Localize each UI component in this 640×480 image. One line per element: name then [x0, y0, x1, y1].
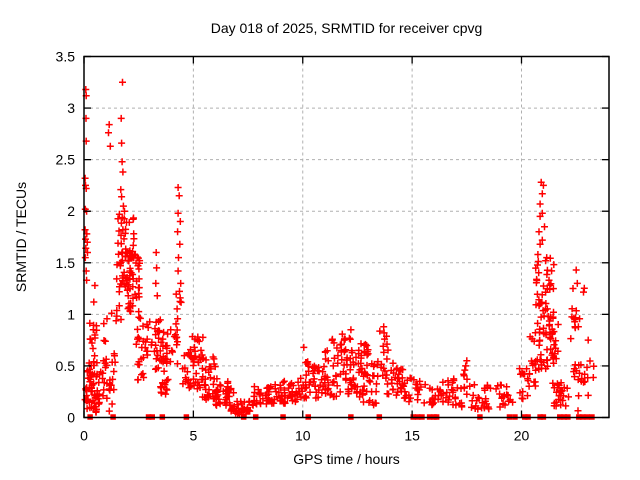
x-axis-label: GPS time / hours [293, 451, 400, 467]
y-tick-label: 3.5 [56, 49, 76, 65]
x-tick-label: 0 [80, 428, 88, 444]
x-tick-label: 10 [295, 428, 311, 444]
y-tick-label: 2 [67, 203, 75, 219]
y-tick-label: 0 [67, 410, 75, 426]
chart-title: Day 018 of 2025, SRMTID for receiver cpv… [210, 20, 483, 36]
x-tick-label: 20 [514, 428, 530, 444]
y-tick-label: 2.5 [56, 152, 76, 168]
y-tick-label: 3 [67, 100, 75, 116]
y-tick-label: 1.5 [56, 255, 76, 271]
y-tick-label: 1 [67, 306, 75, 322]
x-tick-label: 5 [189, 428, 197, 444]
x-tick-label: 15 [404, 428, 420, 444]
y-tick-label: 0.5 [56, 358, 76, 374]
